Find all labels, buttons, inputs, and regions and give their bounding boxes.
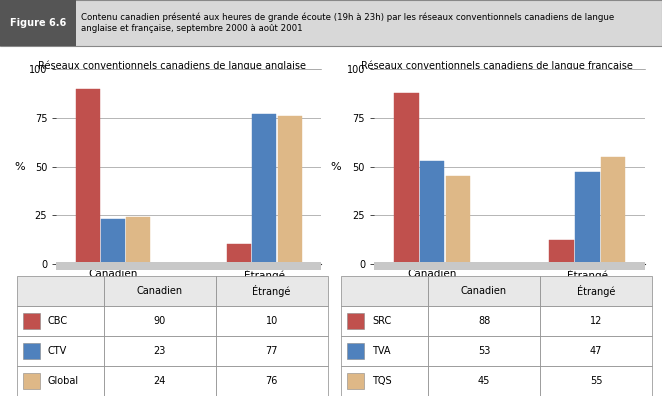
Bar bbox=[277, 116, 301, 264]
Bar bbox=[428, 366, 540, 396]
Bar bbox=[17, 336, 104, 366]
Bar bbox=[17, 306, 104, 336]
Text: TQS: TQS bbox=[372, 376, 392, 386]
Text: Canadien: Canadien bbox=[461, 286, 507, 296]
Y-axis label: %: % bbox=[331, 162, 342, 172]
Bar bbox=[101, 219, 125, 264]
Bar bbox=[428, 306, 540, 336]
Bar bbox=[126, 217, 150, 264]
Text: 76: 76 bbox=[265, 376, 278, 386]
Bar bbox=[216, 366, 328, 396]
Bar bbox=[17, 276, 104, 306]
Bar bbox=[104, 276, 216, 306]
Text: CBC: CBC bbox=[48, 316, 68, 326]
Bar bbox=[252, 114, 276, 264]
Text: 23: 23 bbox=[154, 346, 166, 356]
Bar bbox=[341, 336, 428, 366]
Text: 24: 24 bbox=[154, 376, 166, 386]
Text: 12: 12 bbox=[590, 316, 602, 326]
Text: 90: 90 bbox=[154, 316, 166, 326]
Bar bbox=[347, 373, 364, 389]
Bar bbox=[549, 240, 574, 264]
Bar bbox=[216, 306, 328, 336]
Text: 10: 10 bbox=[265, 316, 278, 326]
Bar bbox=[23, 312, 40, 329]
Text: 45: 45 bbox=[478, 376, 491, 386]
Text: Canadien: Canadien bbox=[136, 286, 183, 296]
Bar bbox=[420, 161, 444, 264]
Text: 55: 55 bbox=[590, 376, 602, 386]
Text: Figure 6.6: Figure 6.6 bbox=[10, 18, 66, 28]
Text: Étrangé: Étrangé bbox=[577, 285, 615, 297]
Bar bbox=[540, 306, 652, 336]
Bar bbox=[23, 373, 40, 389]
Bar bbox=[540, 276, 652, 306]
Bar bbox=[23, 343, 40, 359]
Bar bbox=[341, 366, 428, 396]
Text: 47: 47 bbox=[590, 346, 602, 356]
Bar bbox=[601, 157, 626, 264]
Bar bbox=[104, 306, 216, 336]
Bar bbox=[227, 244, 251, 264]
Text: Réseaux conventionnels canadiens de langue anglaise: Réseaux conventionnels canadiens de lang… bbox=[38, 61, 306, 71]
Text: Réseaux conventionnels canadiens de langue française: Réseaux conventionnels canadiens de lang… bbox=[361, 61, 632, 71]
Bar bbox=[575, 172, 600, 264]
Text: 77: 77 bbox=[265, 346, 278, 356]
Bar bbox=[104, 366, 216, 396]
Bar bbox=[374, 262, 645, 270]
Bar bbox=[428, 336, 540, 366]
Text: TVA: TVA bbox=[372, 346, 391, 356]
Bar bbox=[394, 93, 418, 264]
Text: CTV: CTV bbox=[48, 346, 67, 356]
Bar bbox=[341, 306, 428, 336]
Bar bbox=[428, 276, 540, 306]
Bar bbox=[17, 366, 104, 396]
Bar bbox=[341, 276, 428, 306]
Text: Contenu canadien présenté aux heures de grande écoute (19h à 23h) par les réseau: Contenu canadien présenté aux heures de … bbox=[81, 12, 615, 33]
Bar bbox=[347, 312, 364, 329]
Bar bbox=[540, 366, 652, 396]
Bar bbox=[540, 336, 652, 366]
Bar bbox=[216, 336, 328, 366]
Text: SRC: SRC bbox=[372, 316, 391, 326]
Bar bbox=[0, 0, 76, 46]
Bar bbox=[347, 343, 364, 359]
Y-axis label: %: % bbox=[14, 162, 24, 172]
Bar bbox=[104, 336, 216, 366]
Bar bbox=[56, 262, 321, 270]
Text: 53: 53 bbox=[478, 346, 491, 356]
Bar bbox=[216, 276, 328, 306]
Bar bbox=[446, 176, 470, 264]
Text: Étrangé: Étrangé bbox=[252, 285, 291, 297]
Text: 88: 88 bbox=[478, 316, 490, 326]
Bar bbox=[76, 89, 100, 264]
Text: Global: Global bbox=[48, 376, 79, 386]
